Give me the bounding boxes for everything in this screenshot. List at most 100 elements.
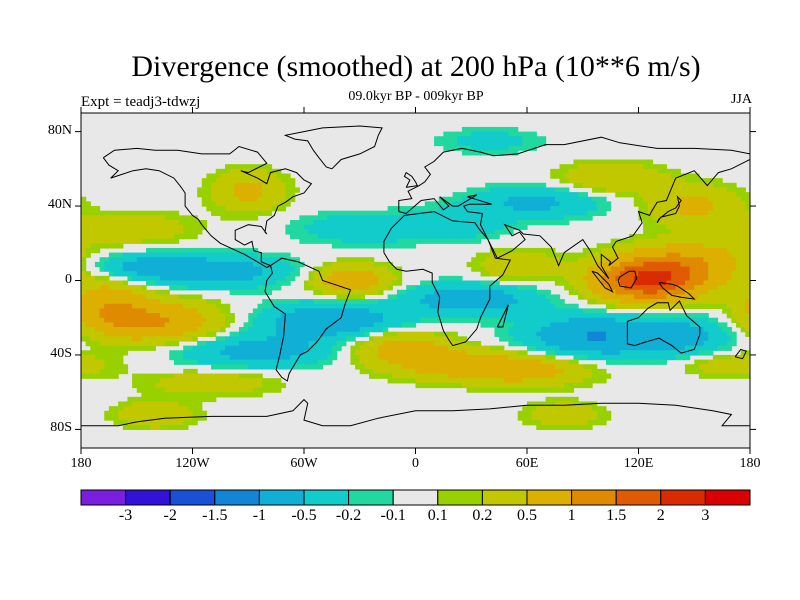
field-cell xyxy=(420,229,426,235)
field-cell xyxy=(726,243,733,249)
field-cell xyxy=(657,210,663,216)
field-cell xyxy=(517,182,523,189)
field-cell xyxy=(698,220,705,226)
field-cell xyxy=(587,252,593,258)
field-cell xyxy=(722,275,728,282)
field-cell xyxy=(429,378,435,384)
field-cell xyxy=(633,196,640,202)
field-cell xyxy=(276,206,282,212)
field-cell xyxy=(220,359,226,365)
field-cell xyxy=(619,313,626,319)
field-cell xyxy=(503,299,510,305)
field-cell xyxy=(517,378,523,384)
field-cell xyxy=(429,373,435,379)
field-cell xyxy=(220,271,226,277)
field-cell xyxy=(285,187,291,193)
field-cell xyxy=(290,350,296,356)
field-cell xyxy=(596,331,602,337)
field-cell xyxy=(132,257,138,263)
field-cell xyxy=(206,359,212,365)
field-cell xyxy=(429,336,435,342)
field-cell xyxy=(615,247,621,254)
field-cell xyxy=(294,187,300,193)
field-cell xyxy=(308,275,314,282)
field-cell xyxy=(257,196,263,202)
field-cell xyxy=(122,317,129,323)
field-cell xyxy=(582,275,588,282)
field-cell xyxy=(633,192,640,198)
field-cell xyxy=(94,354,101,361)
field-cell xyxy=(708,271,714,277)
field-cell xyxy=(113,243,119,249)
field-cell xyxy=(136,224,142,230)
field-cell xyxy=(104,220,110,226)
field-cell xyxy=(540,201,547,207)
field-cell xyxy=(285,317,291,323)
field-cell xyxy=(726,252,733,258)
field-cell xyxy=(559,168,565,175)
field-cell xyxy=(578,368,584,375)
field-cell xyxy=(652,275,658,282)
field-cell xyxy=(726,261,733,268)
field-cell xyxy=(285,308,291,314)
field-cell xyxy=(192,345,198,351)
field-cell xyxy=(127,220,133,226)
field-cell xyxy=(234,280,240,286)
field-cell xyxy=(438,285,444,291)
field-cell xyxy=(457,294,463,300)
field-cell xyxy=(615,350,621,356)
field-cell xyxy=(564,313,570,319)
field-cell xyxy=(554,313,561,319)
field-cell xyxy=(252,206,259,212)
field-cell xyxy=(266,317,273,323)
field-cell xyxy=(461,238,468,244)
field-cell xyxy=(234,289,240,296)
field-cell xyxy=(740,359,746,365)
field-cell xyxy=(582,313,588,319)
field-cell xyxy=(666,266,672,272)
field-cell xyxy=(513,131,519,137)
field-cell xyxy=(136,299,142,305)
field-cell xyxy=(313,345,319,351)
field-cell xyxy=(225,317,231,323)
field-cell xyxy=(169,303,175,310)
field-cell xyxy=(420,382,426,389)
field-cell xyxy=(582,178,588,184)
field-cell xyxy=(610,252,616,258)
field-cell xyxy=(350,294,356,300)
field-cell xyxy=(243,275,249,282)
field-cell xyxy=(266,359,273,365)
field-cell xyxy=(132,215,138,221)
field-cell xyxy=(638,294,644,300)
field-cell xyxy=(694,275,700,282)
field-cell xyxy=(694,313,700,319)
field-cell xyxy=(220,378,226,384)
field-cell xyxy=(573,350,579,356)
field-cell xyxy=(164,327,170,333)
field-cell xyxy=(85,252,91,258)
field-cell xyxy=(592,378,598,384)
field-cell xyxy=(522,364,528,370)
field-cell xyxy=(624,354,630,361)
field-cell xyxy=(192,299,198,305)
field-cell xyxy=(698,238,705,244)
field-cell xyxy=(475,261,482,268)
field-cell xyxy=(327,238,333,244)
field-cell xyxy=(471,126,477,133)
field-cell xyxy=(545,289,551,296)
field-cell xyxy=(192,313,198,319)
field-cell xyxy=(726,187,733,193)
field-cell xyxy=(155,294,161,300)
field-cell xyxy=(536,247,542,254)
field-cell xyxy=(605,173,612,179)
field-cell xyxy=(489,289,496,296)
field-cell xyxy=(113,354,119,361)
field-cell xyxy=(155,336,161,342)
field-cell xyxy=(336,340,342,347)
field-cell xyxy=(424,378,431,384)
field-cell xyxy=(536,303,542,310)
field-cell xyxy=(382,271,389,277)
field-cell xyxy=(396,206,403,212)
field-cell xyxy=(294,224,300,230)
field-cell xyxy=(503,210,510,216)
